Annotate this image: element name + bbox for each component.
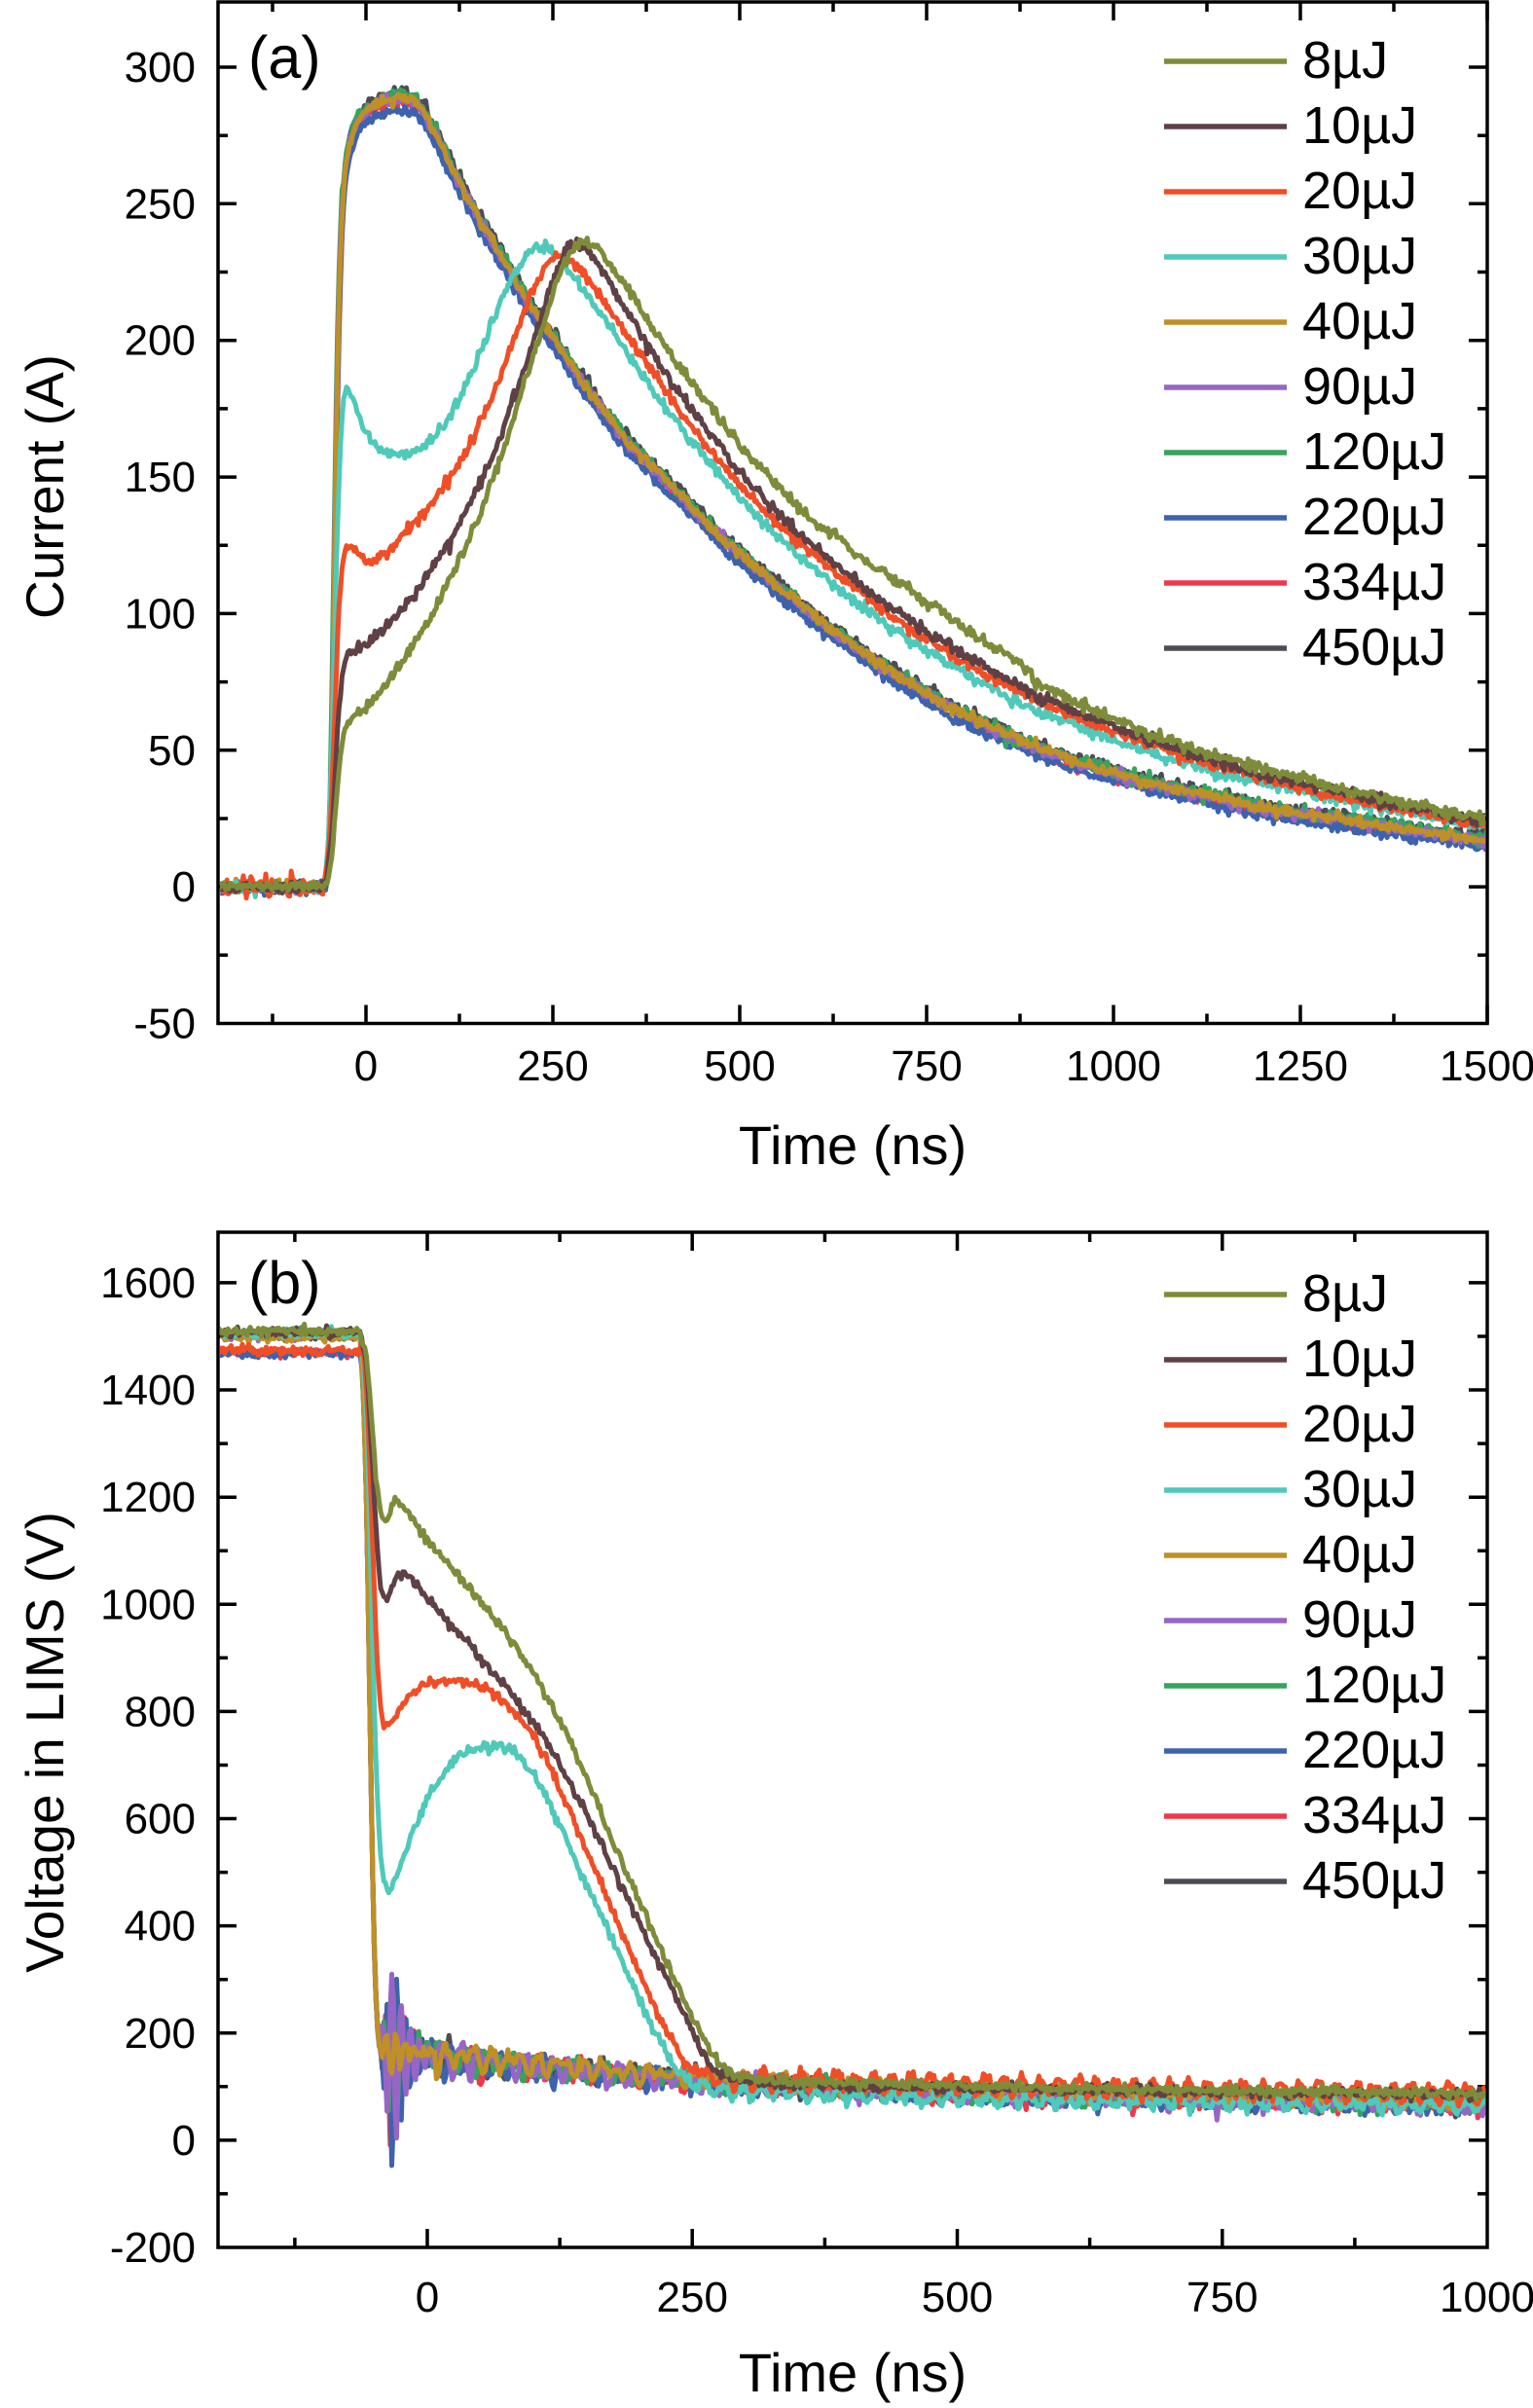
svg-text:220µJ: 220µJ [1302, 488, 1446, 546]
svg-text:500: 500 [922, 2274, 993, 2321]
svg-text:250: 250 [657, 2274, 728, 2321]
svg-text:0: 0 [172, 863, 196, 911]
svg-text:Voltage in LIMS (V): Voltage in LIMS (V) [15, 1512, 75, 1973]
svg-text:Time (ns): Time (ns) [739, 1114, 967, 1176]
svg-text:300: 300 [125, 44, 196, 91]
svg-text:800: 800 [125, 1688, 196, 1735]
svg-text:750: 750 [891, 1042, 962, 1090]
svg-text:1400: 1400 [100, 1367, 196, 1414]
svg-text:8µJ: 8µJ [1302, 1264, 1388, 1323]
svg-text:50: 50 [148, 727, 196, 775]
svg-text:40µJ: 40µJ [1302, 1525, 1417, 1584]
svg-text:-50: -50 [133, 1001, 196, 1048]
svg-text:1000: 1000 [1066, 1042, 1161, 1090]
svg-text:20µJ: 20µJ [1302, 1395, 1417, 1453]
svg-text:0: 0 [354, 1042, 378, 1090]
svg-text:0: 0 [416, 2274, 439, 2321]
svg-text:250: 250 [517, 1042, 588, 1090]
svg-text:(b): (b) [248, 1250, 321, 1316]
svg-text:334µJ: 334µJ [1302, 553, 1446, 611]
svg-text:1250: 1250 [1253, 1042, 1348, 1090]
svg-text:200: 200 [125, 2010, 196, 2058]
svg-text:30µJ: 30µJ [1302, 227, 1417, 285]
svg-text:120µJ: 120µJ [1302, 422, 1446, 481]
svg-text:1200: 1200 [100, 1474, 196, 1521]
svg-text:200: 200 [125, 317, 196, 365]
svg-text:600: 600 [125, 1796, 196, 1843]
svg-text:10µJ: 10µJ [1302, 96, 1417, 155]
svg-text:30µJ: 30µJ [1302, 1460, 1417, 1518]
svg-text:1000: 1000 [100, 1581, 196, 1628]
svg-text:150: 150 [125, 454, 196, 501]
svg-text:120µJ: 120µJ [1302, 1656, 1446, 1714]
svg-text:400: 400 [125, 1903, 196, 1951]
svg-text:750: 750 [1186, 2274, 1258, 2321]
svg-text:450µJ: 450µJ [1302, 1851, 1446, 1910]
svg-text:40µJ: 40µJ [1302, 292, 1417, 350]
svg-text:250: 250 [125, 180, 196, 228]
svg-text:-200: -200 [110, 2224, 196, 2272]
svg-text:1500: 1500 [1440, 1042, 1533, 1090]
svg-text:334µJ: 334µJ [1302, 1786, 1446, 1844]
svg-text:90µJ: 90µJ [1302, 357, 1417, 416]
svg-text:8µJ: 8µJ [1302, 31, 1388, 90]
svg-text:450µJ: 450µJ [1302, 618, 1446, 676]
svg-text:1000: 1000 [1440, 2274, 1533, 2321]
svg-text:1600: 1600 [100, 1259, 196, 1307]
svg-text:220µJ: 220µJ [1302, 1721, 1446, 1779]
svg-text:500: 500 [704, 1042, 775, 1090]
svg-text:100: 100 [125, 590, 196, 638]
svg-text:90µJ: 90µJ [1302, 1590, 1417, 1649]
svg-text:10µJ: 10µJ [1302, 1330, 1417, 1388]
svg-text:20µJ: 20µJ [1302, 162, 1417, 220]
svg-text:(a): (a) [248, 24, 321, 91]
svg-text:Current (A): Current (A) [15, 354, 75, 619]
svg-text:Time (ns): Time (ns) [739, 2342, 967, 2403]
svg-text:0: 0 [172, 2117, 196, 2165]
